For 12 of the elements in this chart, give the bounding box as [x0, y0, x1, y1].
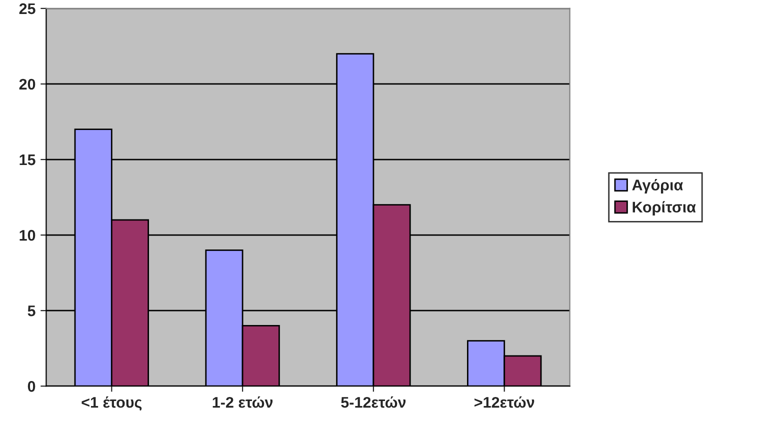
x-tick-label: >12ετών [474, 396, 534, 408]
y-tick-label: 25 [19, 3, 36, 14]
y-tick-label: 15 [20, 154, 36, 166]
legend-label: Κορίτσια [632, 201, 696, 216]
y-tick-label: 10 [20, 230, 36, 241]
y-tick-label: 0 [28, 381, 36, 392]
y-tick-label: 5 [28, 306, 36, 316]
legend-label: Αγόρια [632, 179, 683, 194]
x-tick-label: 1-2 ετών [212, 396, 273, 408]
x-tick-label: <1 έτους [82, 396, 142, 411]
x-tick-label: 5-12ετών [341, 396, 406, 408]
y-tick-label: 20 [19, 78, 36, 90]
